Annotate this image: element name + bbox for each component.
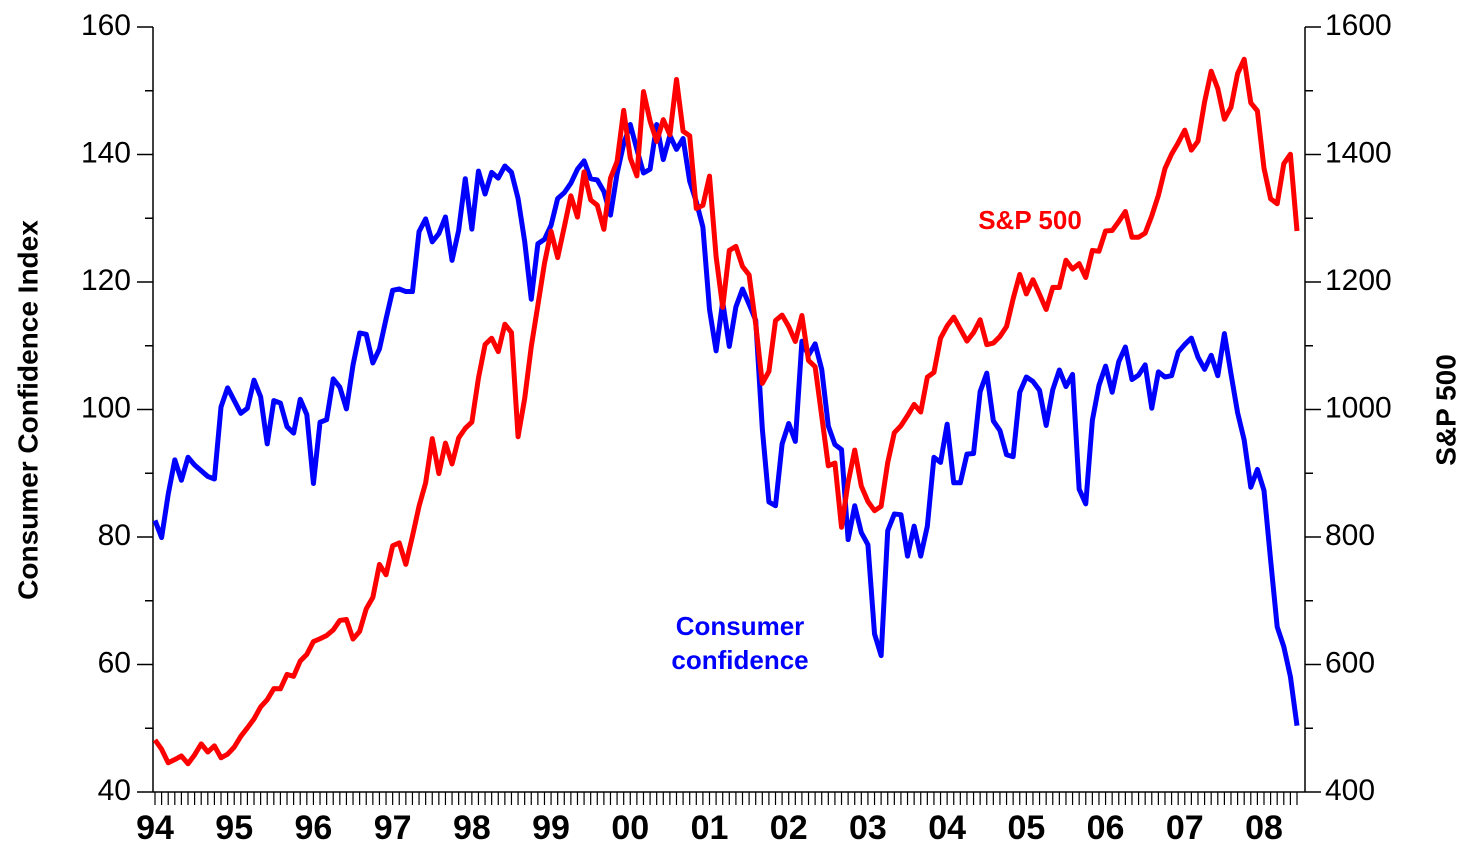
annotation: Consumer <box>676 611 805 641</box>
series-line <box>152 56 1300 767</box>
series-line <box>152 122 1300 727</box>
x-tick-label: 03 <box>849 809 887 847</box>
x-tick-label: 02 <box>770 809 808 847</box>
y2-tick-label: 1400 <box>1325 136 1392 169</box>
x-tick-label: 05 <box>1007 809 1045 847</box>
y2-axis-label: S&P 500 <box>1430 354 1461 466</box>
y-tick-label: 160 <box>81 9 131 42</box>
x-tick-label: 08 <box>1245 809 1283 847</box>
y2-tick-label: 400 <box>1325 774 1375 807</box>
x-tick-label: 97 <box>374 809 412 847</box>
x-tick-label: 99 <box>532 809 570 847</box>
y2-tick-label: 1000 <box>1325 391 1392 424</box>
y2-tick-label: 800 <box>1325 519 1375 552</box>
x-tick-label: 07 <box>1166 809 1204 847</box>
x-tick-label: 94 <box>136 809 174 847</box>
x-tick-label: 98 <box>453 809 491 847</box>
annotation: S&P 500 <box>978 205 1082 235</box>
y-tick-label: 120 <box>81 264 131 297</box>
y2-tick-label: 600 <box>1325 646 1375 679</box>
y2-tick-label: 1200 <box>1325 264 1392 297</box>
x-tick-label: 00 <box>611 809 649 847</box>
x-tick-label: 06 <box>1087 809 1125 847</box>
y-tick-label: 60 <box>98 646 131 679</box>
y-tick-label: 80 <box>98 519 131 552</box>
annotation: confidence <box>671 645 808 675</box>
y-tick-label: 100 <box>81 391 131 424</box>
x-tick-label: 96 <box>295 809 333 847</box>
y-tick-label: 40 <box>98 774 131 807</box>
x-tick-label: 04 <box>928 809 966 847</box>
y-axis-label: Consumer Confidence Index <box>12 220 43 600</box>
y2-tick-label: 1600 <box>1325 9 1392 42</box>
x-tick-label: 01 <box>691 809 729 847</box>
y-tick-label: 140 <box>81 136 131 169</box>
x-tick-label: 95 <box>215 809 253 847</box>
